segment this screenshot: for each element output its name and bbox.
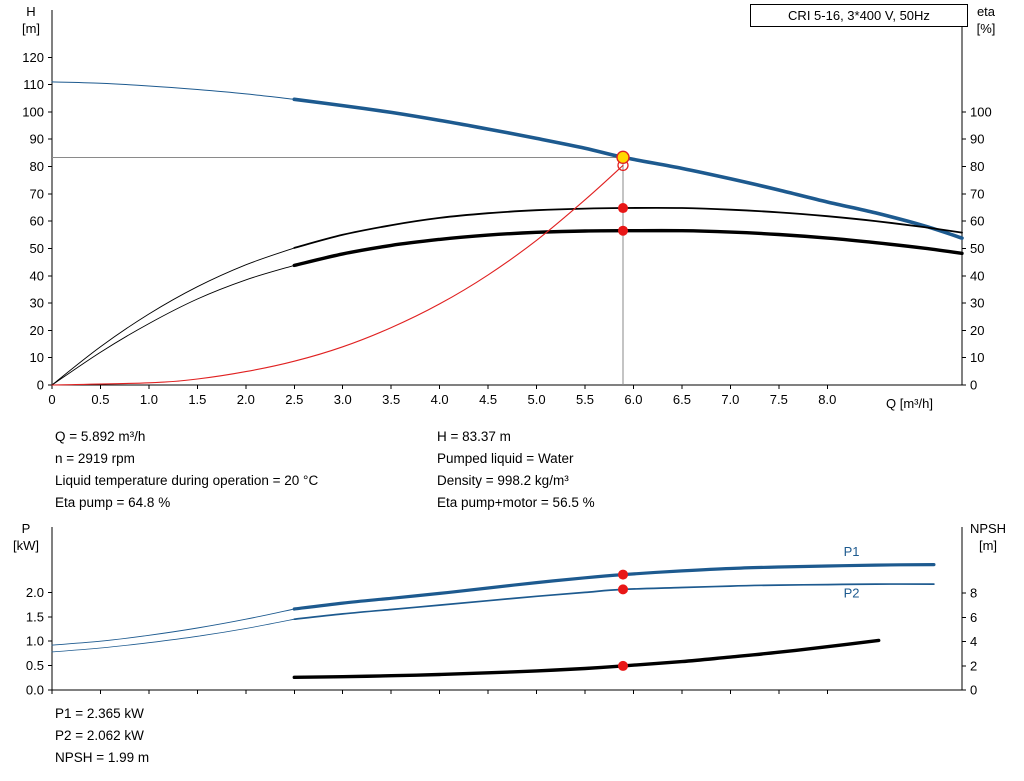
eta-pump-point (618, 203, 629, 214)
y-left-tick-label: 30 (30, 296, 44, 311)
density-readout: Density = 998.2 kg/m³ (437, 473, 569, 488)
y-left-tick-label: 80 (30, 159, 44, 174)
system-curve (51, 164, 624, 386)
duty-info-right: H = 83.37 m Pumped liquid = Water Densit… (437, 426, 595, 514)
y-right-axis-title: [m] (979, 538, 997, 553)
p2 (293, 583, 935, 621)
flow-readout: Q = 5.892 m³/h (55, 429, 146, 444)
x-tick-label: 2.5 (285, 392, 303, 407)
y-left-axis-title: P (22, 521, 31, 536)
duty-info-left: Q = 5.892 m³/h n = 2919 rpm Liquid tempe… (55, 426, 318, 514)
x-tick-label: 7.0 (721, 392, 739, 407)
eta-pump-motor (292, 228, 964, 268)
x-tick-label: 1.0 (140, 392, 158, 407)
y-right-axis-title: [%] (977, 21, 996, 36)
y-left-tick-label: 60 (30, 214, 44, 229)
x-tick-label: 1.5 (188, 392, 206, 407)
p1-thin (51, 608, 295, 646)
series-label-p1: P1 (844, 544, 860, 559)
qh-curve (292, 97, 964, 240)
p1-point (618, 569, 629, 580)
eta-pump-thin (51, 247, 295, 386)
p1 (292, 563, 936, 611)
x-tick-label: 3.5 (382, 392, 400, 407)
y-right-tick-label: 70 (970, 186, 984, 201)
p2-thin (51, 618, 295, 653)
qh-eta-chart[interactable]: 0 0.5 1.0 1.5 2.0 2.5 3.0 3.5 4.0 4.5 5.0 5.5 6.0 6.5… (0, 0, 1024, 422)
y-right-tick-label: 60 (970, 214, 984, 229)
series-label-p2: P2 (844, 585, 860, 600)
eta-pump-motor-point (618, 225, 629, 236)
y-right-tick-label: 30 (970, 296, 984, 311)
x-tick-label: 4.0 (431, 392, 449, 407)
speed-readout: n = 2919 rpm (55, 451, 135, 466)
y-left-tick-label: 0.5 (26, 658, 44, 673)
y-right-tick-label: 10 (970, 350, 984, 365)
y-left-axis-title: [m] (22, 21, 40, 36)
y-left-axis-title: [kW] (13, 538, 39, 553)
y-right-tick-label: 8 (970, 586, 977, 601)
y-right-tick-label: 2 (970, 658, 977, 673)
x-tick-label: 7.5 (770, 392, 788, 407)
x-axis-title: Q [m³/h] (886, 396, 933, 411)
y-right-tick-label: 20 (970, 323, 984, 338)
npsh-point (618, 660, 629, 671)
p2-readout: P2 = 2.062 kW (55, 728, 144, 743)
y-right-axis-title: eta (977, 4, 996, 19)
x-tick-label: 5.5 (576, 392, 594, 407)
y-left-tick-label: 1.5 (26, 609, 44, 624)
y-left-tick-label: 20 (30, 323, 44, 338)
y-right-tick-label: 4 (970, 634, 977, 649)
npsh-readout: NPSH = 1.99 m (55, 750, 150, 765)
y-left-tick-label: 70 (30, 186, 44, 201)
eta-pump-motor-thin (51, 264, 295, 386)
y-left-tick-label: 40 (30, 268, 44, 283)
y-right-axis-title: NPSH (970, 521, 1006, 536)
y-left-tick-label: 0 (37, 378, 44, 393)
npsh (292, 638, 881, 679)
x-tick-label: 0 (48, 392, 55, 407)
x-tick-label: 5.0 (528, 392, 546, 407)
head-readout: H = 83.37 m (437, 429, 511, 444)
p2-point (618, 584, 629, 595)
x-tick-label: 3.0 (334, 392, 352, 407)
y-right-tick-label: 50 (970, 241, 984, 256)
y-right-tick-label: 0 (970, 378, 977, 393)
x-tick-label: 6.5 (673, 392, 691, 407)
y-left-tick-label: 120 (22, 50, 44, 65)
pump-model-title: CRI 5-16, 3*400 V, 50Hz (750, 4, 968, 27)
x-tick-label: 2.0 (237, 392, 255, 407)
y-left-axis-title: H (26, 4, 35, 19)
y-left-tick-label: 50 (30, 241, 44, 256)
y-right-tick-label: 40 (970, 268, 984, 283)
liquid-temp-readout: Liquid temperature during operation = 20… (55, 473, 319, 488)
qh-curve-thin (51, 81, 295, 100)
eta-total-readout: Eta pump+motor = 56.5 % (437, 495, 595, 510)
y-right-tick-label: 0 (970, 683, 977, 698)
y-left-tick-label: 100 (22, 104, 44, 119)
y-left-tick-label: 90 (30, 132, 44, 147)
y-left-tick-label: 10 (30, 350, 44, 365)
x-tick-label: 8.0 (818, 392, 836, 407)
x-tick-label: 4.5 (479, 392, 497, 407)
y-left-tick-label: 1.0 (26, 634, 44, 649)
y-left-tick-label: 0.0 (26, 683, 44, 698)
y-right-tick-label: 6 (970, 610, 977, 625)
y-right-tick-label: 100 (970, 104, 992, 119)
x-tick-label: 0.5 (91, 392, 109, 407)
eta-pump-readout: Eta pump = 64.8 % (55, 495, 171, 510)
power-npsh-chart[interactable]: 0.0 0.5 1.0 1.5 2.0 0 2 4 6 8 P [kW] NPSH [m] P1 P2 (0, 510, 1024, 781)
y-left-tick-label: 2.0 (26, 585, 44, 600)
x-tick-label: 6.0 (624, 392, 642, 407)
y-right-tick-label: 80 (970, 159, 984, 174)
power-info: P1 = 2.365 kW P2 = 2.062 kW NPSH = 1.99 … (55, 703, 149, 769)
duty-point[interactable] (616, 150, 630, 165)
p1-readout: P1 = 2.365 kW (55, 706, 144, 721)
y-left-tick-label: 110 (23, 77, 44, 92)
y-right-tick-label: 90 (970, 132, 984, 147)
pumped-liquid-readout: Pumped liquid = Water (437, 451, 574, 466)
